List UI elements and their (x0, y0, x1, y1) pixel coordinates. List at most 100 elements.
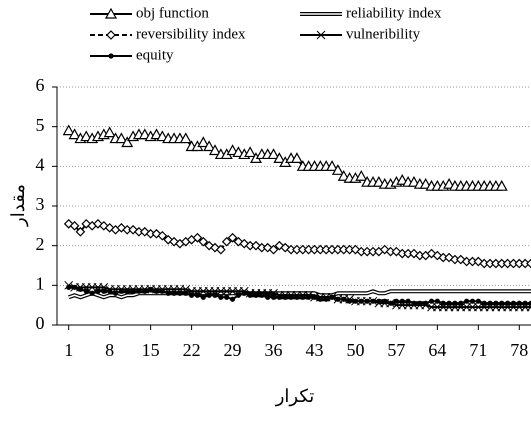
marker (417, 300, 423, 306)
marker (99, 282, 109, 292)
marker (269, 288, 278, 298)
y-axis-label: مقدار (8, 184, 29, 227)
marker (183, 290, 189, 296)
marker (71, 284, 78, 290)
marker (181, 284, 191, 294)
marker (452, 300, 458, 306)
marker (387, 300, 394, 306)
marker (171, 290, 177, 296)
marker (138, 128, 151, 140)
marker (428, 298, 435, 304)
marker (399, 298, 405, 304)
marker (206, 292, 212, 298)
y-tick-label: 4 (36, 154, 45, 174)
marker (218, 294, 224, 300)
marker (118, 288, 124, 294)
marker (200, 294, 206, 300)
marker (267, 148, 280, 160)
marker (276, 294, 282, 300)
y-tick-label: 1 (36, 273, 45, 293)
x-tick-label: 8 (105, 340, 114, 360)
marker (136, 288, 142, 294)
marker (337, 170, 350, 181)
marker (326, 160, 339, 171)
marker (106, 30, 116, 40)
marker (251, 240, 261, 251)
marker (526, 258, 531, 269)
marker (526, 302, 531, 312)
x-tick-label: 36 (265, 340, 283, 360)
x-tick-label: 64 (428, 340, 446, 360)
marker (419, 177, 432, 189)
marker (364, 298, 370, 304)
marker (194, 292, 201, 298)
marker (75, 226, 86, 237)
marker (148, 286, 154, 292)
marker (481, 300, 487, 306)
marker (216, 244, 226, 255)
legend-entry: reliability index (300, 5, 442, 21)
marker (464, 298, 470, 304)
x-tick-label: 78 (510, 340, 528, 360)
marker (221, 236, 232, 247)
marker (516, 300, 522, 306)
marker (443, 177, 456, 189)
series (63, 219, 531, 269)
marker (510, 300, 517, 306)
marker (341, 296, 347, 302)
marker (282, 294, 288, 300)
marker (253, 292, 259, 298)
marker (80, 130, 93, 142)
marker (232, 146, 245, 158)
marker (153, 288, 160, 294)
marker (499, 300, 505, 306)
y-tick-label: 2 (36, 234, 45, 254)
legend-label: reversibility index (136, 26, 246, 42)
marker (83, 288, 89, 294)
marker (224, 294, 230, 300)
marker (316, 30, 326, 40)
marker (163, 234, 174, 245)
x-axis-label: تكرار (275, 386, 315, 407)
y-tick-label: 5 (36, 115, 45, 135)
marker (203, 140, 216, 152)
marker (192, 232, 203, 243)
marker (440, 300, 446, 306)
marker (179, 132, 192, 144)
legend-entry: vulneribility (300, 26, 421, 42)
legend-entry: reversibility index (90, 26, 246, 42)
marker (104, 7, 118, 19)
x-tick-label: 29 (224, 340, 242, 360)
marker (495, 179, 508, 191)
y-tick-label: 0 (36, 313, 45, 333)
marker (159, 288, 165, 294)
marker (68, 128, 81, 140)
marker (208, 144, 222, 156)
marker (165, 290, 171, 296)
marker (81, 219, 92, 229)
legend-entry: equity (90, 47, 174, 63)
marker (142, 288, 148, 294)
marker (197, 136, 210, 148)
y-tick-label: 6 (36, 75, 45, 95)
marker (188, 292, 195, 298)
marker (244, 146, 257, 158)
marker (288, 294, 294, 300)
marker (423, 300, 429, 306)
marker (247, 292, 253, 298)
marker (358, 298, 364, 304)
legend-label: reliability index (346, 5, 442, 21)
marker (107, 288, 113, 294)
marker (455, 254, 466, 265)
marker (227, 232, 238, 243)
marker (396, 173, 409, 185)
marker (157, 230, 168, 241)
series (66, 284, 531, 306)
marker (115, 132, 128, 144)
marker (493, 300, 499, 306)
marker (528, 300, 531, 306)
x-tick-label: 22 (183, 340, 201, 360)
marker (504, 300, 511, 306)
marker (409, 248, 419, 259)
